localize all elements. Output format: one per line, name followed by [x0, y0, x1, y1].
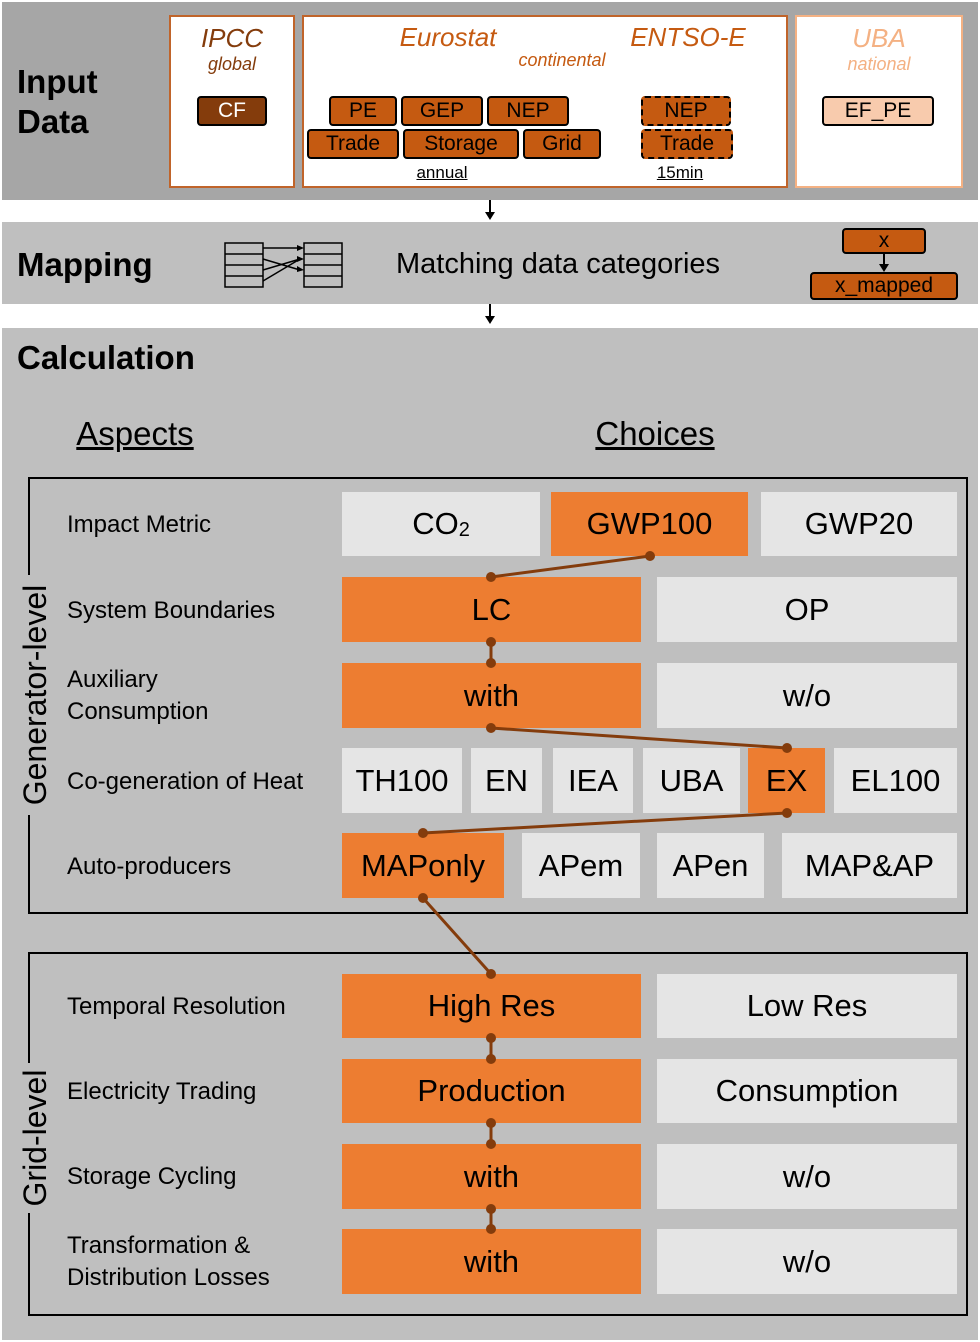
- mapping-legend-arrow-head: [879, 264, 889, 272]
- aspect-storage-cycling: Storage Cycling: [67, 1163, 237, 1190]
- choice-aux-with[interactable]: with: [342, 663, 641, 728]
- source-uba-scope: national: [847, 54, 911, 74]
- mapping-legend-arrow: [883, 254, 885, 266]
- flow-arrow-1-head: [485, 212, 495, 220]
- aspect-transformation-losses: Transformation & Distribution Losses: [67, 1230, 270, 1294]
- aspect-transformation-line1: Transformation &: [67, 1232, 251, 1259]
- choice-gwp100[interactable]: GWP100: [551, 492, 748, 556]
- mapping-legend-to: x_mapped: [810, 272, 958, 300]
- choice-th100[interactable]: TH100: [342, 748, 462, 813]
- tag-cf: CF: [197, 96, 267, 126]
- choice-losses-with[interactable]: with: [342, 1229, 641, 1294]
- choice-op[interactable]: OP: [657, 577, 957, 642]
- choice-consumption[interactable]: Consumption: [657, 1059, 957, 1123]
- choice-en[interactable]: EN: [471, 748, 542, 813]
- tag-pe: PE: [329, 96, 397, 126]
- generator-level-label: Generator-level: [17, 575, 53, 815]
- tag-nep-eurostat: NEP: [487, 96, 569, 126]
- aspect-impact-metric: Impact Metric: [67, 511, 212, 538]
- aspect-transformation-line2: Distribution Losses: [67, 1264, 270, 1291]
- aspect-auto-producers: Auto-producers: [67, 853, 232, 880]
- choice-el100[interactable]: EL100: [834, 748, 957, 813]
- tag-ef-pe: EF_PE: [822, 96, 934, 126]
- choice-uba[interactable]: UBA: [643, 748, 740, 813]
- choice-map-ap[interactable]: MAP&AP: [782, 833, 957, 898]
- source-uba-name: UBA: [852, 23, 906, 53]
- choices-heading: Choices: [595, 415, 715, 452]
- aspect-auxiliary-line1: Auxiliary: [67, 666, 158, 693]
- flow-arrow-2-head: [485, 316, 495, 324]
- choice-maponly[interactable]: MAPonly: [342, 833, 504, 898]
- mapping-legend-from: x: [842, 228, 926, 254]
- tag-nep-entsoe: NEP: [641, 96, 731, 126]
- flow-arrow-2: [489, 304, 491, 316]
- tag-grid: Grid: [523, 129, 601, 159]
- choice-gwp20[interactable]: GWP20: [761, 492, 957, 556]
- choice-co2-base: CO: [412, 506, 459, 541]
- mapping-title: Mapping: [17, 246, 153, 283]
- source-ipcc-name: IPCC: [200, 23, 264, 53]
- choice-co2-subscript: 2: [458, 518, 470, 541]
- choice-iea[interactable]: IEA: [553, 748, 633, 813]
- input-title-line1: Input: [17, 63, 98, 100]
- choice-high-res[interactable]: High Res: [342, 974, 641, 1038]
- choice-storage-without[interactable]: w/o: [657, 1144, 957, 1209]
- aspect-temporal-resolution: Temporal Resolution: [67, 993, 286, 1020]
- tag-trade-eurostat: Trade: [307, 129, 399, 159]
- choice-losses-without[interactable]: w/o: [657, 1229, 957, 1294]
- aspect-electricity-trading: Electricity Trading: [67, 1078, 257, 1105]
- aspect-auxiliary-consumption: Auxiliary Consumption: [67, 664, 208, 728]
- aspect-system-boundaries: System Boundaries: [67, 597, 276, 624]
- source-continental-scope: continental: [518, 50, 606, 70]
- input-data-title: Input Data: [17, 62, 157, 142]
- grid-level-label: Grid-level: [17, 1063, 53, 1213]
- choice-apem[interactable]: APem: [522, 833, 640, 898]
- flow-arrow-1: [489, 200, 491, 214]
- tag-trade-entsoe: Trade: [641, 129, 733, 159]
- eurostat-resolution: annual: [416, 163, 468, 182]
- choice-aux-without[interactable]: w/o: [657, 663, 957, 728]
- tag-gep: GEP: [401, 96, 483, 126]
- choice-ex[interactable]: EX: [748, 748, 825, 813]
- mapping-table-icon: [224, 242, 343, 288]
- choice-co2[interactable]: CO 2: [342, 492, 540, 556]
- source-ipcc-scope: global: [207, 54, 257, 74]
- tag-storage: Storage: [403, 129, 519, 159]
- mapping-description: Matching data categories: [396, 248, 721, 280]
- choice-apen[interactable]: APen: [657, 833, 764, 898]
- entsoe-resolution: 15min: [656, 163, 704, 182]
- choice-production[interactable]: Production: [342, 1059, 641, 1123]
- aspect-auxiliary-line2: Consumption: [67, 698, 209, 725]
- choice-storage-with[interactable]: with: [342, 1144, 641, 1209]
- choice-lc[interactable]: LC: [342, 577, 641, 642]
- calculation-title: Calculation: [17, 339, 195, 376]
- source-eurostat-name: Eurostat: [399, 22, 497, 52]
- input-title-line2: Data: [17, 103, 89, 140]
- source-entsoe-name: ENTSO-E: [630, 22, 746, 52]
- choice-low-res[interactable]: Low Res: [657, 974, 957, 1038]
- aspect-cogeneration-heat: Co-generation of Heat: [67, 768, 304, 795]
- aspects-heading: Aspects: [76, 415, 194, 452]
